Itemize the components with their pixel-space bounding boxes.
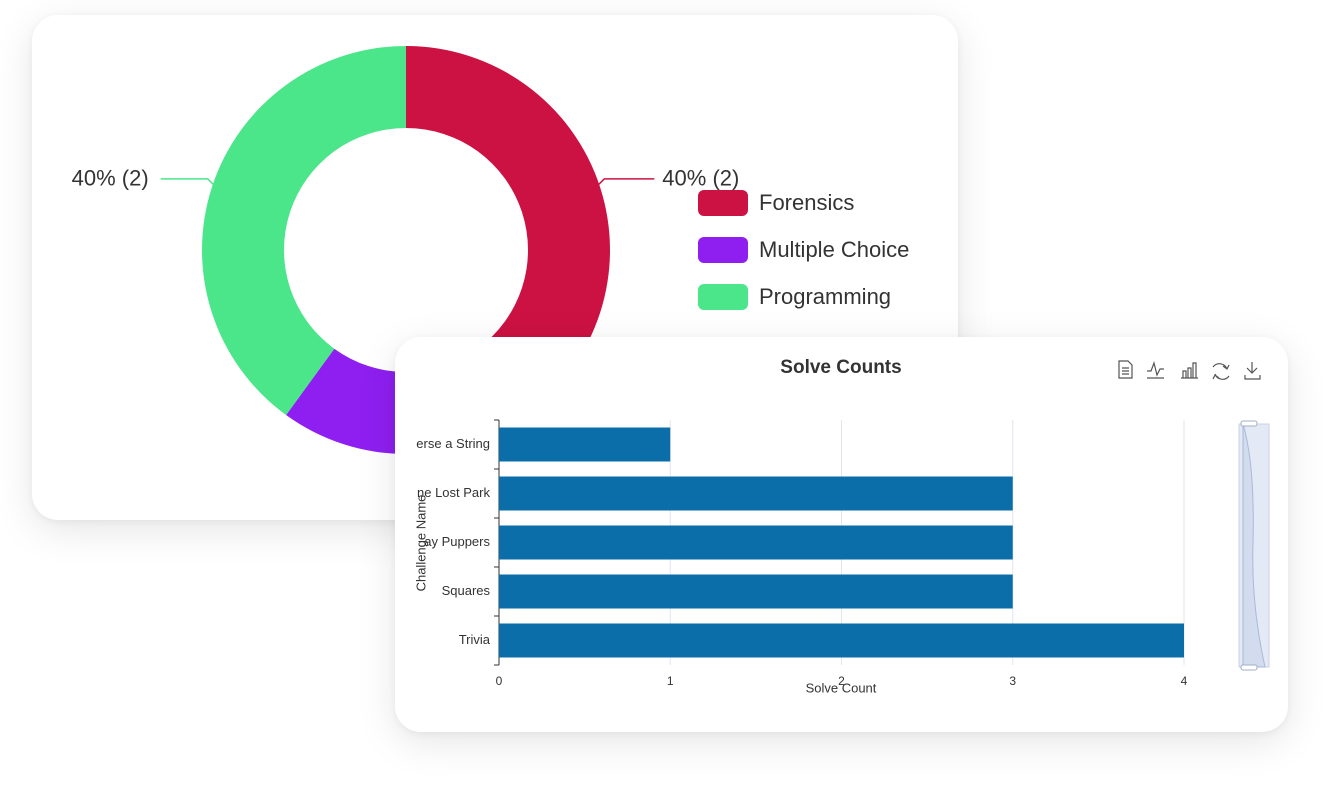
chart-title: Solve Counts — [780, 357, 901, 378]
line-button[interactable] — [1147, 360, 1164, 379]
category-labels: erse a String ne Lost Park ay Puppers Squar… — [416, 436, 490, 647]
bar — [499, 623, 1184, 658]
bar-button[interactable] — [1181, 362, 1198, 379]
x-axis-label: Solve Count — [806, 680, 877, 695]
y-tick-label: erse a String — [416, 436, 490, 451]
slice-label: 40% (2) — [662, 166, 739, 191]
bar-card: Solve Counts 0 1 2 3 4 erse a String ne Lost Pa… — [395, 337, 1288, 732]
legend-swatch — [698, 237, 748, 263]
pie-slice — [406, 46, 611, 416]
bar-chart: Solve Counts 0 1 2 3 4 erse a String ne Lost Pa… — [413, 357, 1270, 695]
leader-line — [593, 178, 655, 190]
save-button[interactable] — [1244, 362, 1261, 380]
x-tick-label: 3 — [1009, 674, 1016, 688]
bar — [499, 427, 671, 462]
x-tick-label: 0 — [496, 674, 503, 688]
y-axis-label: Challenge Name — [413, 495, 428, 592]
pie-chart: 40% (2) 40% (2) Forensics Multiple Choice Pr… — [72, 46, 909, 454]
bar — [499, 525, 1013, 560]
x-tick-label: 4 — [1181, 674, 1188, 688]
legend-label: Forensics — [759, 190, 854, 215]
slice-label: 40% (2) — [72, 166, 149, 191]
toolbar[interactable] — [1118, 360, 1261, 380]
y-tick-label: Trivia — [459, 632, 491, 647]
y-tick-label: ay Puppers — [424, 534, 490, 549]
legend-label: Programming — [759, 284, 891, 309]
y-tick-label: Squares — [442, 583, 491, 598]
data-view-button[interactable] — [1118, 360, 1133, 379]
legend-swatch — [698, 190, 748, 216]
x-tick-label: 1 — [667, 674, 674, 688]
x-tick-label: 2 — [838, 674, 845, 688]
restore-button[interactable] — [1212, 363, 1230, 380]
bar — [499, 476, 1013, 511]
bar — [499, 574, 1013, 609]
y-tick-label: ne Lost Park — [417, 485, 490, 500]
data-zoom[interactable] — [1238, 420, 1270, 671]
legend-label: Multiple Choice — [759, 237, 909, 262]
pie-slice — [202, 46, 406, 416]
leader-line — [160, 178, 219, 190]
legend-swatch — [698, 284, 748, 310]
